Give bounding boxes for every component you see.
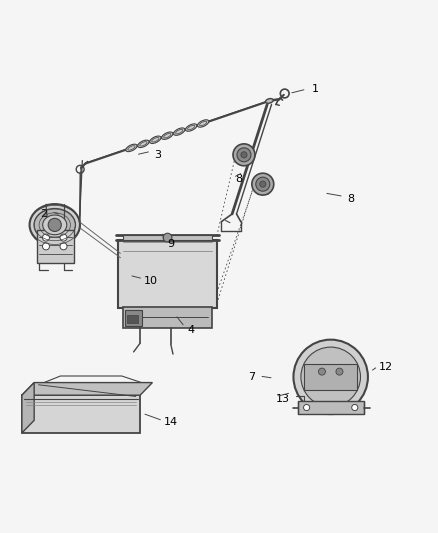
Bar — [123, 235, 212, 240]
Ellipse shape — [162, 132, 173, 140]
Text: 12: 12 — [378, 362, 392, 372]
Bar — [37, 230, 74, 263]
Circle shape — [233, 144, 255, 166]
Bar — [118, 240, 217, 308]
Circle shape — [237, 148, 251, 162]
Circle shape — [42, 234, 49, 241]
Ellipse shape — [173, 128, 185, 135]
Text: 9: 9 — [167, 239, 174, 249]
Text: 14: 14 — [164, 417, 178, 427]
Circle shape — [60, 243, 67, 250]
Text: 3: 3 — [154, 150, 161, 160]
Bar — [298, 401, 364, 414]
Ellipse shape — [186, 124, 197, 131]
Circle shape — [352, 405, 358, 410]
Bar — [125, 310, 142, 326]
Bar — [123, 307, 212, 328]
Circle shape — [304, 405, 310, 410]
Ellipse shape — [42, 215, 67, 235]
Text: 7: 7 — [248, 372, 255, 382]
Circle shape — [48, 219, 61, 231]
Polygon shape — [22, 383, 34, 433]
Bar — [22, 395, 140, 433]
Circle shape — [252, 173, 274, 195]
Ellipse shape — [138, 140, 149, 148]
Circle shape — [60, 234, 67, 241]
Circle shape — [318, 368, 325, 375]
Circle shape — [42, 243, 49, 250]
Text: 8: 8 — [235, 174, 242, 184]
Circle shape — [301, 347, 360, 407]
Ellipse shape — [150, 136, 161, 143]
Ellipse shape — [29, 204, 80, 246]
Text: 13: 13 — [276, 394, 290, 404]
Circle shape — [163, 233, 172, 242]
Text: 10: 10 — [144, 276, 158, 286]
Bar — [127, 314, 138, 324]
Circle shape — [260, 181, 266, 187]
Text: 2: 2 — [40, 209, 47, 219]
Circle shape — [293, 340, 368, 414]
Ellipse shape — [265, 99, 273, 103]
Bar — [304, 364, 357, 390]
Ellipse shape — [198, 120, 209, 127]
Circle shape — [336, 368, 343, 375]
Ellipse shape — [34, 208, 76, 241]
Text: 4: 4 — [187, 325, 194, 335]
Text: 1: 1 — [312, 84, 319, 94]
Circle shape — [256, 177, 270, 191]
Polygon shape — [22, 383, 152, 395]
Text: 8: 8 — [347, 193, 354, 204]
Ellipse shape — [126, 144, 137, 151]
Circle shape — [241, 152, 247, 158]
